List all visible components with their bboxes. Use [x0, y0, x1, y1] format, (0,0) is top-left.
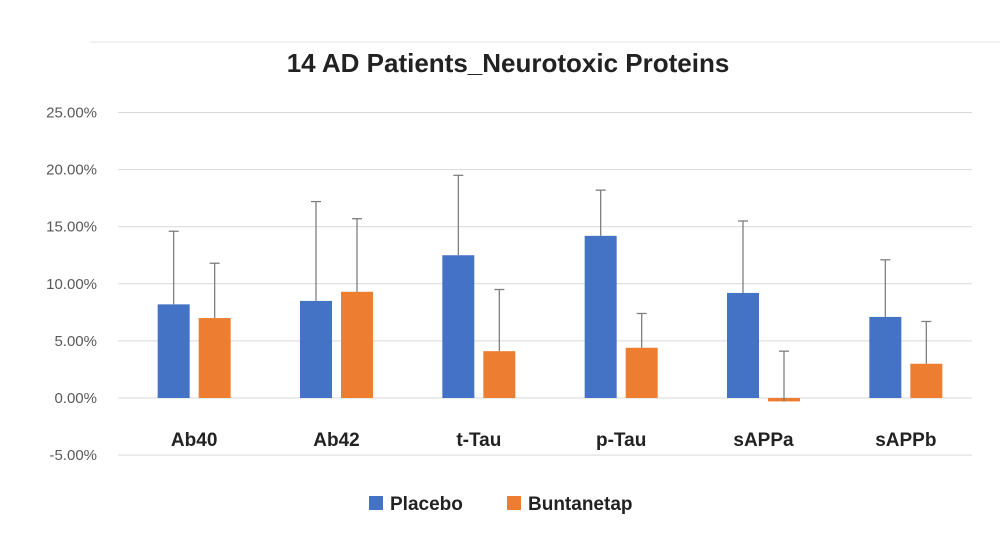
x-tick-label: sAPPa	[733, 430, 794, 451]
bar-buntanetap-ab40	[198, 318, 231, 398]
x-tick-label: Ab42	[313, 430, 359, 451]
x-tick-label: Ab40	[171, 430, 217, 451]
bar-buntanetap-t-tau	[483, 351, 516, 398]
bar-buntanetap-p-tau	[625, 347, 658, 398]
y-tick-label: 0.00%	[54, 390, 97, 407]
y-tick-label: 10.00%	[46, 276, 97, 293]
bar-buntanetap-ab42	[341, 291, 373, 398]
y-tick-label: 25.00%	[46, 105, 97, 122]
y-axis-tick-labels: -5.00% 0.00% 5.00% 10.00% 15.00% 20.00% 25.00%	[46, 105, 97, 465]
y-tick-label: 15.00%	[46, 219, 97, 236]
legend-label-buntanetap: Buntanetap	[528, 494, 633, 515]
bars	[157, 235, 943, 402]
bar-placebo-p-tau	[584, 235, 617, 398]
bar-placebo-t-tau	[442, 255, 475, 398]
x-axis-tick-labels: Ab40 Ab42 t-Tau p-Tau sAPPa sAPPb	[171, 430, 937, 451]
x-tick-label: p-Tau	[596, 430, 646, 451]
legend-swatch-placebo	[369, 496, 383, 510]
x-tick-label: t-Tau	[456, 430, 501, 451]
x-tick-label: sAPPb	[875, 430, 936, 451]
bar-buntanetap-sappb	[910, 363, 943, 398]
error-bars	[168, 174, 932, 402]
y-tick-label: -5.00%	[49, 447, 97, 464]
y-tick-label: 5.00%	[54, 333, 97, 350]
legend-label-placebo: Placebo	[390, 494, 463, 515]
bar-placebo-sappa	[727, 292, 759, 398]
chart-title: 14 AD Patients_Neurotoxic Proteins	[287, 48, 730, 78]
gridlines	[118, 112, 972, 456]
legend: Placebo Buntanetap	[369, 494, 633, 515]
y-tick-label: 20.00%	[46, 162, 97, 179]
bar-placebo-ab42	[300, 300, 332, 398]
legend-swatch-buntanetap	[507, 496, 521, 510]
bar-placebo-ab40	[157, 304, 190, 398]
bar-placebo-sappb	[869, 316, 902, 398]
